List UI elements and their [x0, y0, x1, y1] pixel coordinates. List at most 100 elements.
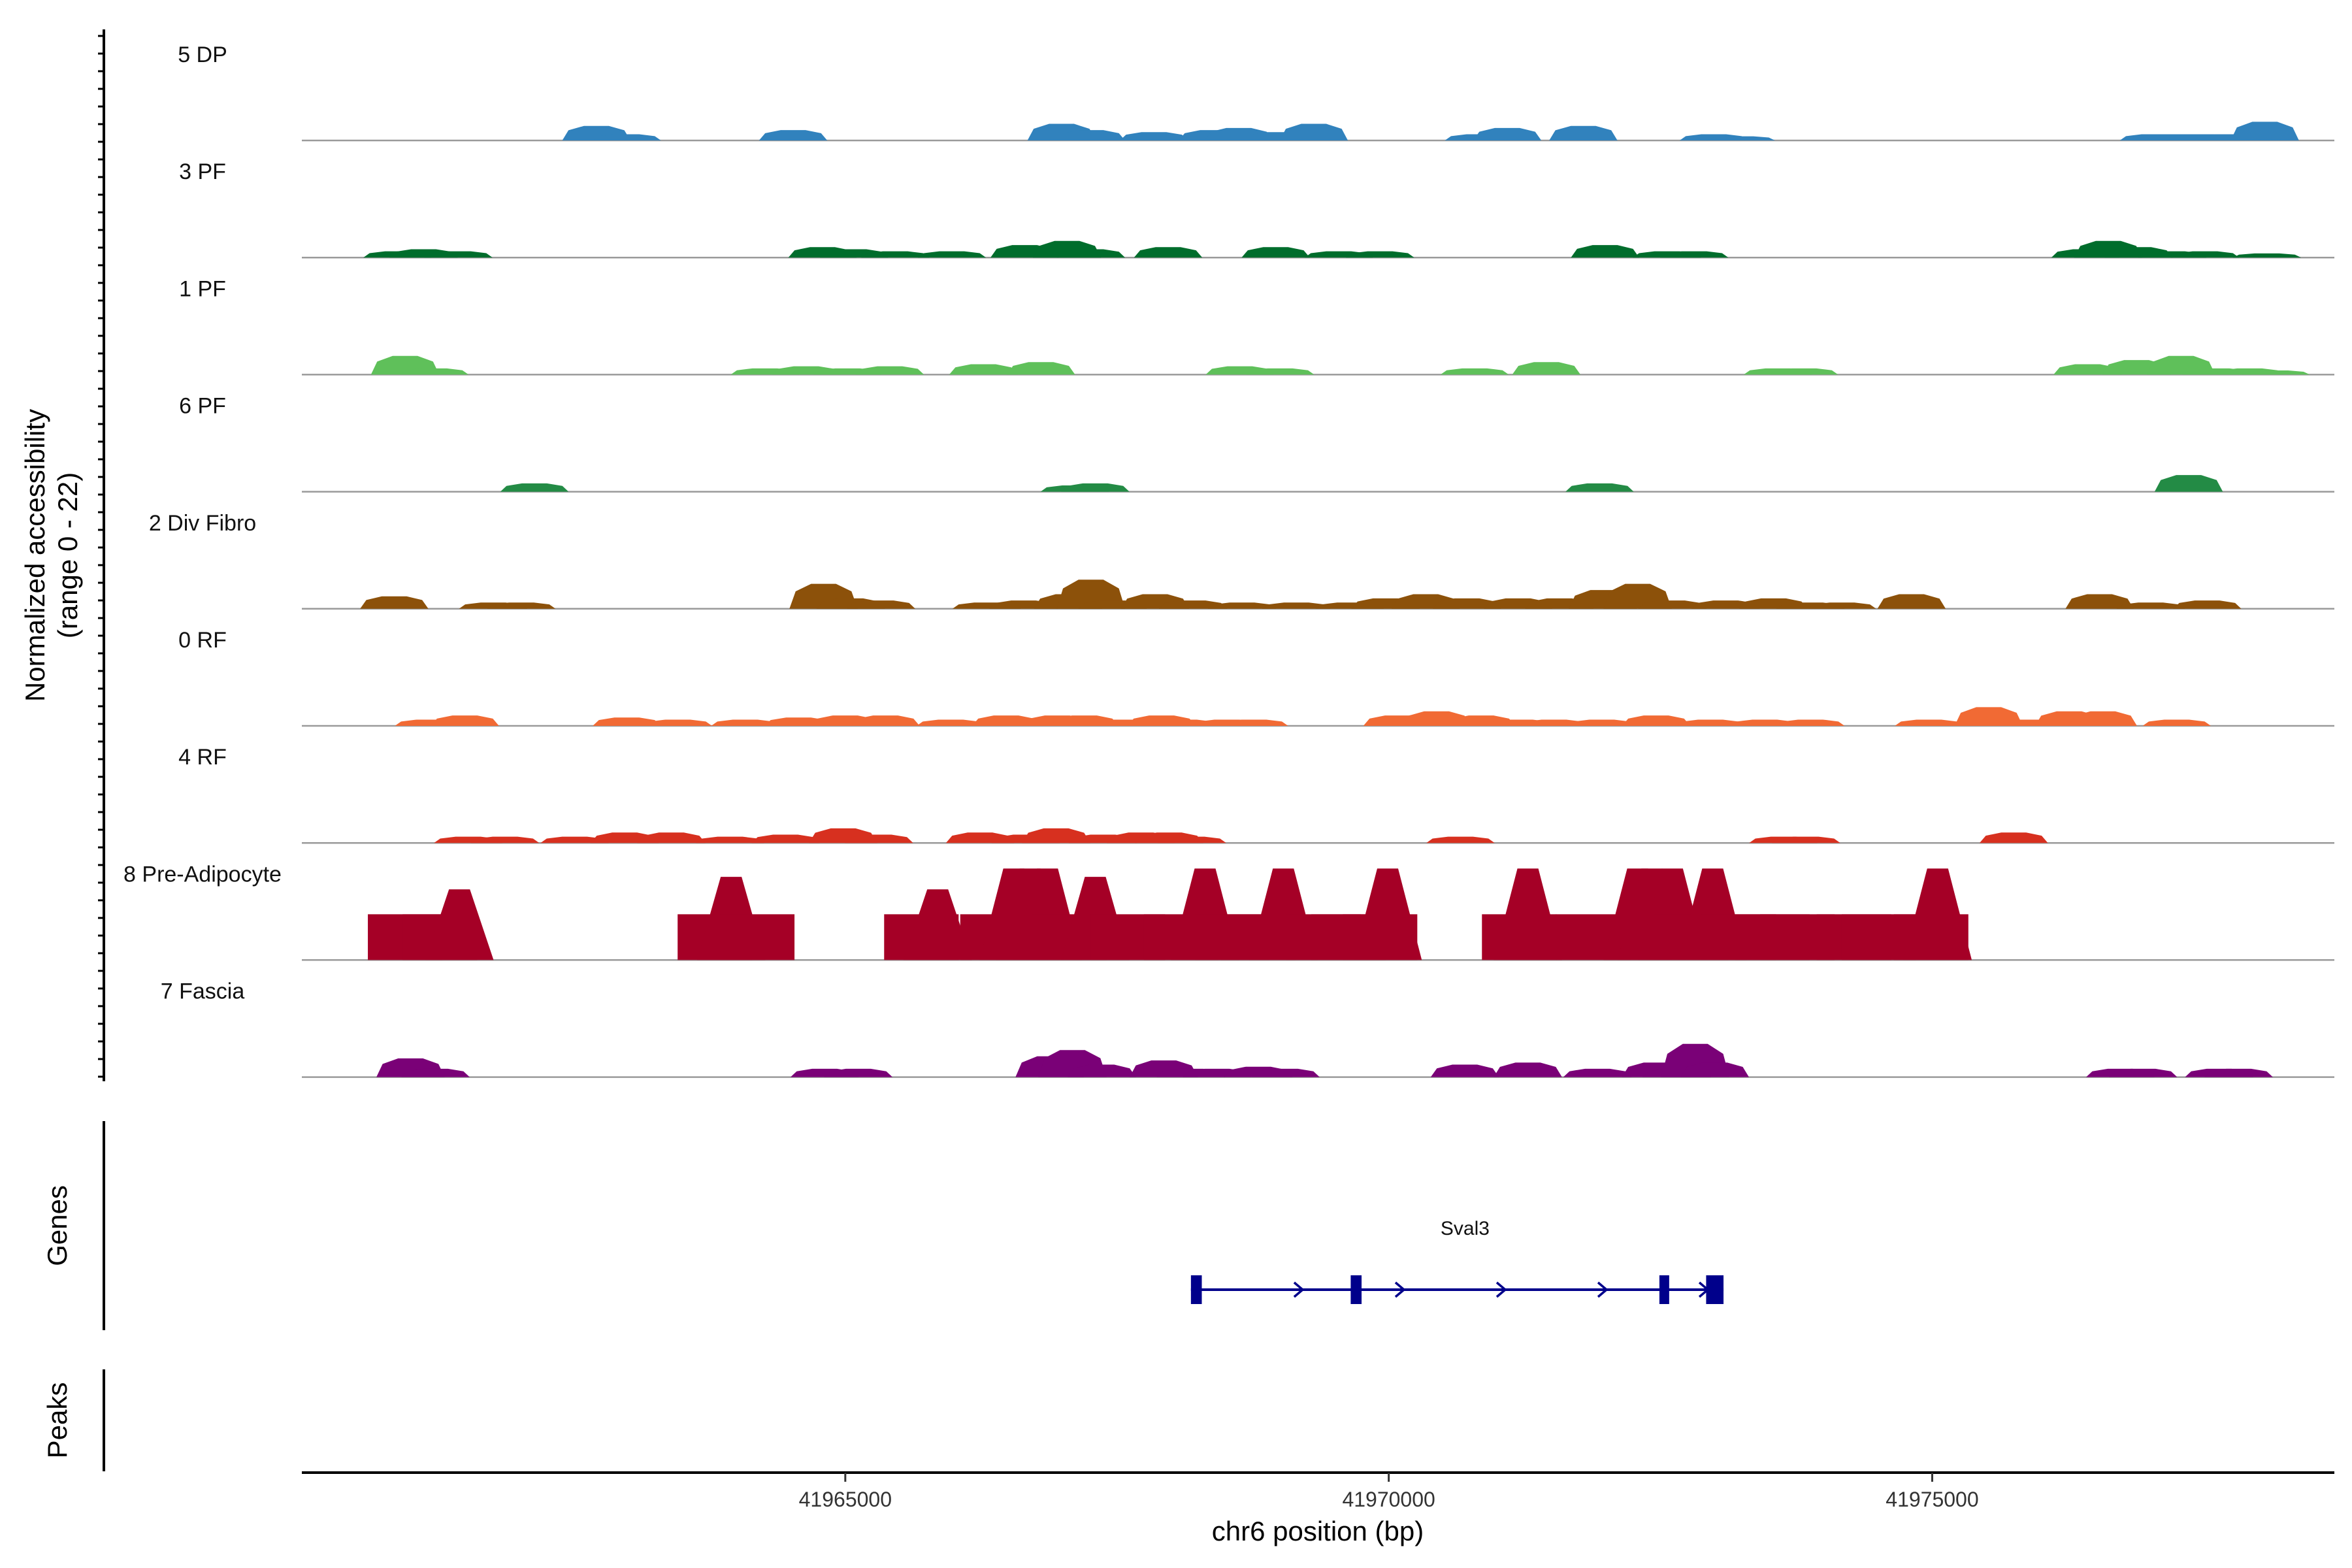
y-axis-title-line2: (range 0 - 22) — [52, 472, 83, 638]
track-4-rf: 4 RF — [178, 745, 2334, 844]
track-0-rf: 0 RF — [178, 628, 2334, 727]
coverage-peak — [1158, 836, 1226, 843]
x-axis-ticks: 41965000 41970000 41975000 — [799, 1473, 1979, 1511]
coverage-peak — [424, 251, 493, 258]
coverage-peak — [1251, 1068, 1320, 1077]
peaks-panel-label: Peaks — [42, 1382, 73, 1459]
coverage-peak — [1061, 483, 1130, 492]
coverage-peak — [1563, 1068, 1632, 1077]
coverage-peak — [1895, 719, 1963, 726]
coverage-peak — [470, 836, 540, 843]
coverage-peak — [1776, 719, 1845, 726]
track-label: 7 Fascia — [161, 979, 245, 1004]
coverage-peak — [1430, 1064, 1499, 1077]
coverage-peak — [845, 834, 913, 843]
coverage-peak — [1760, 914, 1835, 960]
coverage-peak — [696, 836, 764, 843]
coverage-peak — [1772, 836, 1840, 843]
gene-exon — [1350, 1275, 1362, 1304]
coverage-peak — [1769, 368, 1838, 375]
coverage-peak — [1353, 868, 1422, 960]
coverage-peak — [637, 832, 706, 843]
track-7-fascia: 7 Fascia — [161, 979, 2334, 1078]
track-label: 2 Div Fibro — [149, 511, 256, 536]
genes-panel-label: Genes — [42, 1185, 73, 1266]
coverage-peak — [500, 483, 569, 492]
coverage-peak — [1007, 362, 1075, 375]
coverage-peak — [1549, 125, 1618, 140]
y-axis-title-line1: Normalized accessibility — [20, 409, 50, 702]
coverage-peak — [1494, 868, 1562, 960]
coverage-peak — [1565, 483, 1634, 492]
coverage-peak — [851, 715, 920, 726]
coverage-peak — [540, 836, 609, 843]
track-label: 5 DP — [178, 42, 227, 67]
coverage-peak — [2142, 719, 2212, 726]
coverage-peak — [1241, 247, 1310, 258]
strand-arrow — [1293, 1281, 1305, 1298]
coverage-peak — [2065, 594, 2134, 609]
coverage-peak — [1262, 602, 1331, 609]
track-label: 1 PF — [179, 276, 226, 301]
coverage-peak — [1877, 594, 1946, 609]
y-axis-title: Normalized accessibility (range 0 - 22) — [20, 409, 83, 702]
coverage-peak — [1473, 127, 1542, 140]
coverage-peak — [1056, 130, 1126, 140]
coverage-peak — [1134, 247, 1203, 258]
strand-arrow — [1394, 1281, 1406, 1298]
track-label: 0 RF — [178, 628, 227, 653]
coverage-peak — [360, 596, 429, 609]
coverage-peak — [711, 719, 780, 726]
coverage-peak — [1279, 123, 1348, 140]
gene-annotation: Sval3 — [1190, 1218, 1724, 1304]
coverage-peak — [917, 251, 987, 258]
coverage-peak — [2154, 475, 2223, 492]
track-label: 6 PF — [179, 394, 226, 419]
coverage-peak — [972, 715, 1041, 726]
x-tick-label: 41965000 — [799, 1488, 892, 1511]
x-tick-label: 41970000 — [1342, 1488, 1435, 1511]
coverage-peak — [1120, 132, 1188, 140]
track-3-pf: 3 PF — [179, 159, 2334, 259]
gene-exon — [1190, 1275, 1202, 1304]
coverage-peak — [425, 889, 494, 960]
coverage-peak — [2232, 253, 2302, 258]
coverage-peak — [1903, 868, 1972, 960]
coverage-peak — [2068, 711, 2137, 726]
coverage-peak — [916, 719, 985, 726]
coverage-peak — [431, 715, 499, 726]
coverage-peak — [861, 251, 930, 258]
coverage-peak — [2173, 600, 2242, 609]
gene-name-label: Sval3 — [1441, 1218, 1490, 1239]
track-label: 4 RF — [178, 745, 227, 770]
coverage-peak — [1433, 598, 1501, 609]
coverage-peak — [720, 914, 795, 960]
track-5-dp: 5 DP — [178, 42, 2334, 142]
coverage-peak — [847, 600, 915, 609]
coverage-peak — [644, 719, 712, 726]
coverage-peak — [1512, 362, 1581, 375]
track-1-pf: 1 PF — [179, 276, 2334, 376]
coverage-peak — [1638, 600, 1707, 609]
coverage-peak — [855, 366, 924, 375]
coverage-peak — [2230, 122, 2299, 140]
strand-arrow — [1495, 1281, 1507, 1298]
coverage-peak — [1246, 368, 1315, 375]
coverage-peak — [1056, 249, 1126, 258]
coverage-peak — [824, 1068, 893, 1077]
coverage-peak — [1680, 1062, 1749, 1077]
coverage-peak — [1808, 602, 1876, 609]
coverage-peak — [593, 134, 661, 140]
coverage-peak — [593, 717, 661, 726]
track-label: 8 Pre-Adipocyte — [123, 862, 282, 887]
x-tick-label: 41975000 — [1886, 1488, 1978, 1511]
coverage-peak — [903, 889, 972, 960]
coverage-peak — [1068, 1064, 1136, 1077]
coverage-peak — [2170, 251, 2240, 258]
coverage-peak — [1676, 719, 1745, 726]
coverage-peak — [1707, 136, 1775, 140]
coverage-peak — [1494, 1062, 1562, 1077]
track-2-div-fibro: 2 Div Fibro — [149, 511, 2334, 610]
coverage-peak — [401, 1068, 470, 1077]
